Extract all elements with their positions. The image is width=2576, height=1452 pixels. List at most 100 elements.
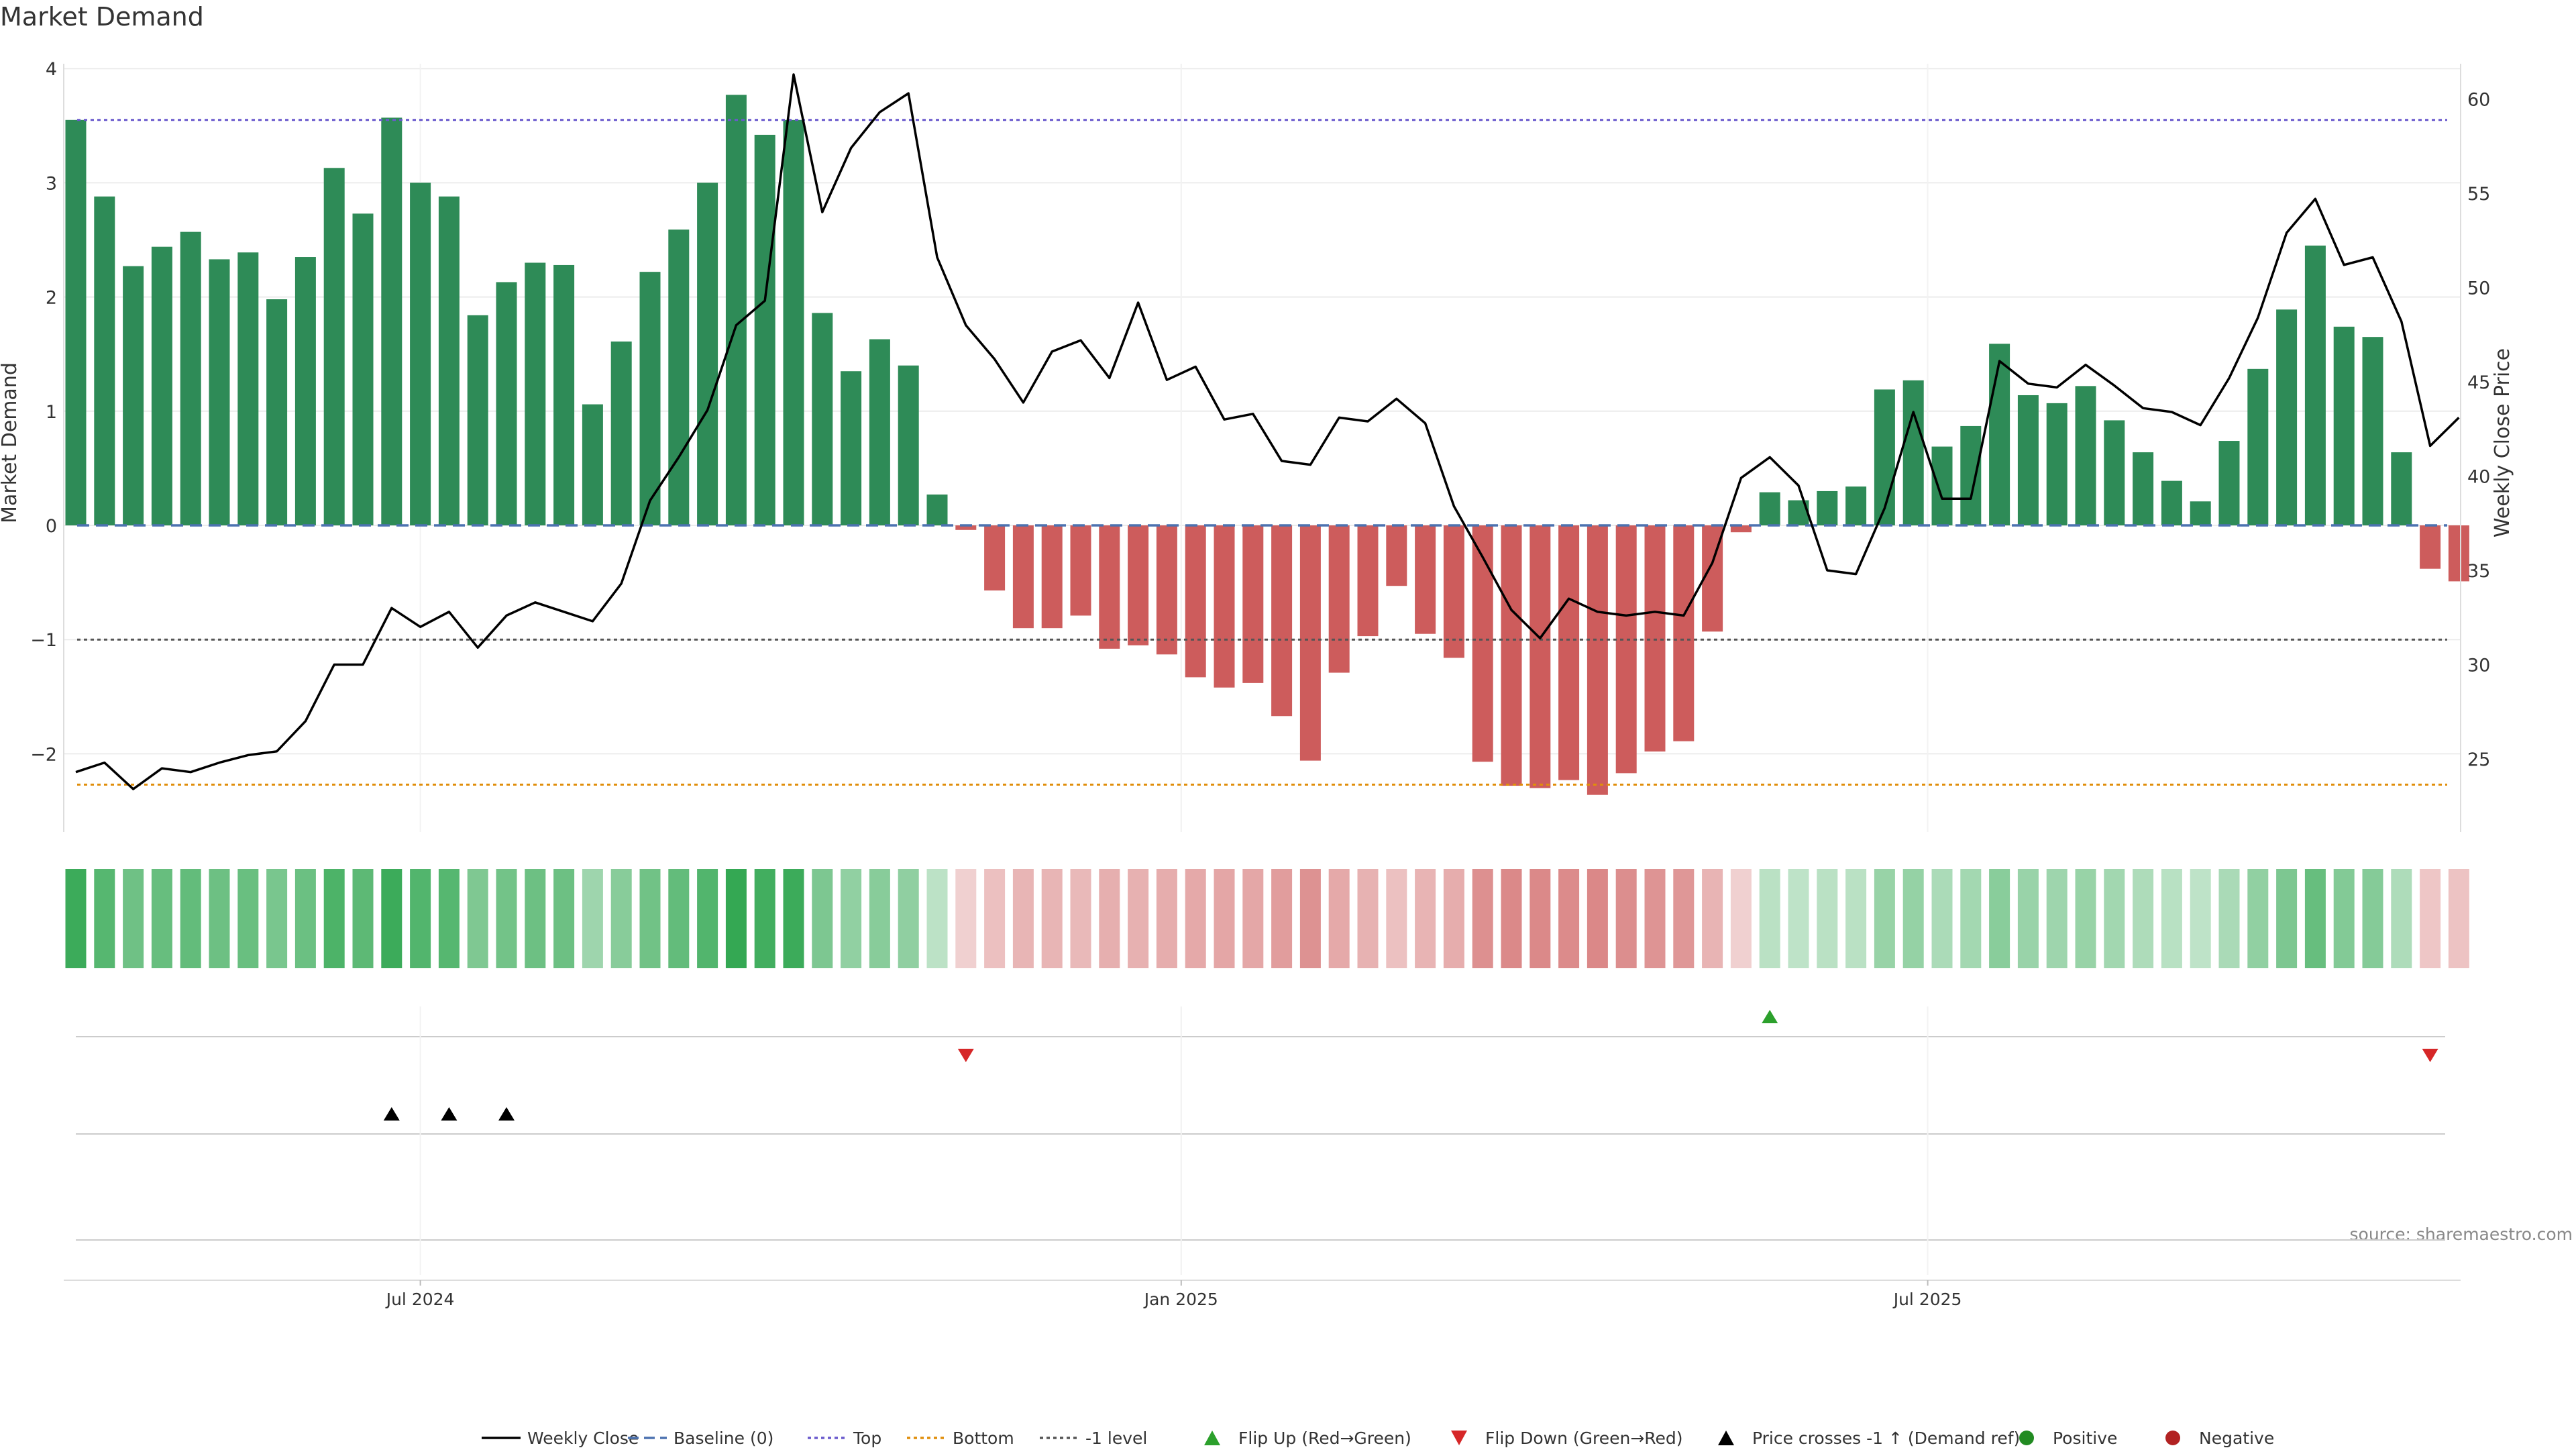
- demand-strip-cell: [725, 869, 747, 968]
- demand-bar: [1415, 525, 1436, 634]
- demand-bar: [2247, 368, 2269, 525]
- demand-bar: [926, 495, 948, 525]
- demand-bar: [1386, 525, 1407, 586]
- legend-swatch: [1451, 1431, 1467, 1445]
- demand-bar: [237, 252, 259, 525]
- demand-strip-cell: [266, 869, 288, 968]
- demand-bar: [2104, 420, 2125, 525]
- demand-strip-cell: [1960, 869, 1982, 968]
- demand-strip-cell: [2247, 869, 2269, 968]
- demand-strip-cell: [1128, 869, 1149, 968]
- demand-strip-cell: [294, 869, 316, 968]
- legend-label: Flip Down (Green→Red): [1485, 1429, 1683, 1448]
- demand-bar: [1443, 525, 1464, 658]
- demand-strip-cell: [1730, 869, 1752, 968]
- demand-strip-cell: [1558, 869, 1580, 968]
- price-cross-marker: [441, 1107, 458, 1121]
- demand-bar: [1070, 525, 1091, 616]
- y-tick-label: 4: [46, 59, 57, 80]
- demand-strip-cell: [1242, 869, 1264, 968]
- demand-strip-cell: [65, 869, 87, 968]
- demand-strip-cell: [1214, 869, 1235, 968]
- y2-tick-label: 45: [2467, 372, 2490, 393]
- y-tick-label: 3: [46, 173, 57, 194]
- legend: Weekly Close Baseline (0) Top Bottom -1 leve…: [482, 1429, 2274, 1448]
- price-line-layer: [75, 73, 2460, 790]
- demand-strip-cell: [2161, 869, 2182, 968]
- y2-tick-label: 30: [2467, 656, 2490, 676]
- y-axis-label: Market Demand: [0, 362, 21, 523]
- demand-bar: [1214, 525, 1235, 688]
- demand-bar: [151, 246, 172, 525]
- legend-label: Weekly Close: [527, 1429, 639, 1448]
- demand-strip-cell: [2362, 869, 2383, 968]
- demand-bar: [1012, 525, 1034, 629]
- demand-bar: [438, 196, 460, 525]
- demand-bar: [2304, 246, 2326, 525]
- demand-strip-cell: [2190, 869, 2211, 968]
- y-tick-label: 2: [46, 288, 57, 309]
- demand-strip-cell: [1271, 869, 1293, 968]
- demand-bar: [381, 117, 402, 526]
- demand-strip-cell: [209, 869, 230, 968]
- demand-strip-cell: [237, 869, 259, 968]
- demand-strip-cell: [467, 869, 488, 968]
- demand-bar: [697, 183, 718, 525]
- y2-tick-label: 55: [2467, 184, 2490, 205]
- demand-strip-cell: [697, 869, 718, 968]
- demand-bar: [725, 95, 747, 525]
- source-note: source: sharemaestro.com: [2350, 1225, 2573, 1244]
- demand-bar: [2017, 395, 2039, 525]
- demand-bar: [266, 299, 288, 525]
- demand-strip-cell: [898, 869, 919, 968]
- demand-strip-cell: [1328, 869, 1350, 968]
- demand-bar: [1156, 525, 1177, 655]
- demand-bar: [1472, 525, 1493, 762]
- x-tick-label: Jul 2025: [1892, 1290, 1962, 1309]
- demand-strip-cell: [1644, 869, 1666, 968]
- demand-bar: [1185, 525, 1206, 678]
- demand-bar: [1587, 525, 1608, 795]
- demand-bar: [639, 272, 661, 525]
- demand-bar: [1960, 425, 1982, 525]
- demand-strip-cell: [496, 869, 517, 968]
- demand-bar: [209, 259, 230, 525]
- demand-strip-cell: [438, 869, 460, 968]
- demand-bar: [553, 264, 575, 525]
- demand-bar: [841, 371, 862, 525]
- demand-strip-cell: [323, 869, 345, 968]
- demand-strip-cell: [2218, 869, 2240, 968]
- demand-strip-cell: [2448, 869, 2469, 968]
- y-tick-label: 1: [46, 402, 57, 423]
- demand-strip-cell: [553, 869, 575, 968]
- legend-label: Positive: [2053, 1429, 2117, 1448]
- demand-bar: [2075, 386, 2096, 525]
- demand-strip-cell: [1615, 869, 1637, 968]
- y2-tick-label: 60: [2467, 90, 2490, 111]
- demand-bar: [2161, 480, 2182, 525]
- demand-bar: [1099, 525, 1120, 649]
- demand-strip-cell: [2075, 869, 2096, 968]
- demand-strip-cell: [926, 869, 948, 968]
- demand-strip-cell: [1989, 869, 2010, 968]
- demand-bar: [1817, 490, 1838, 525]
- demand-strip-cell: [841, 869, 862, 968]
- demand-strip-cell: [1845, 869, 1867, 968]
- demand-strip: [65, 869, 2469, 968]
- event-panels: [76, 1006, 2445, 1275]
- x-tick-label: Jan 2025: [1143, 1290, 1218, 1309]
- demand-strip-cell: [2304, 869, 2326, 968]
- demand-bar: [1299, 525, 1321, 761]
- demand-strip-cell: [180, 869, 201, 968]
- demand-bar: [410, 183, 431, 525]
- legend-label: Baseline (0): [674, 1429, 773, 1448]
- demand-bar: [352, 213, 374, 525]
- legend-label: Bottom: [953, 1429, 1014, 1448]
- demand-strip-cell: [151, 869, 172, 968]
- flip-down-marker: [957, 1049, 974, 1062]
- demand-strip-cell: [2333, 869, 2355, 968]
- legend-label: -1 level: [1085, 1429, 1147, 1448]
- demand-bar: [1128, 525, 1149, 645]
- demand-strip-cell: [2391, 869, 2412, 968]
- demand-bar: [2046, 403, 2068, 525]
